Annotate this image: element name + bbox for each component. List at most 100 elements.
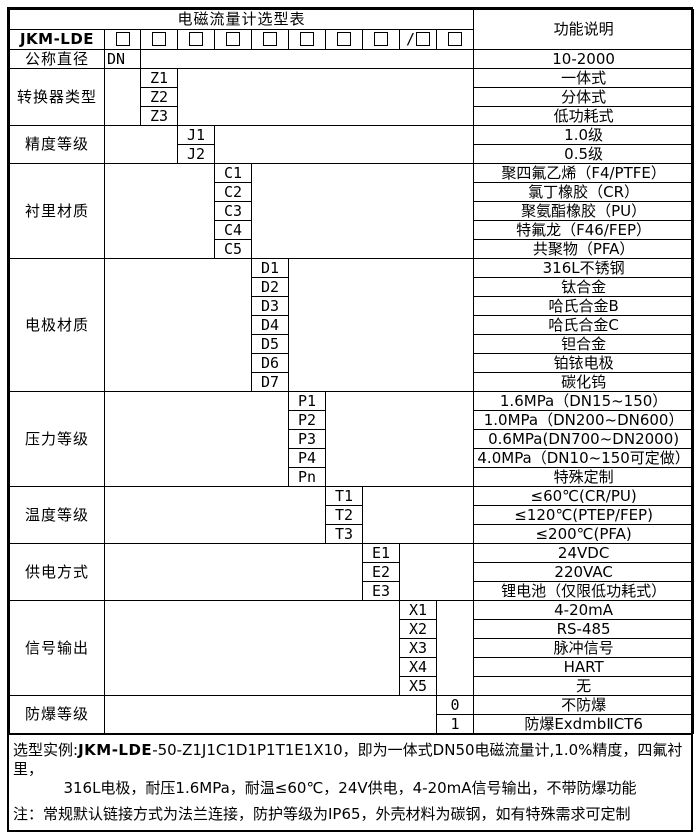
code-cell: C1 [214, 163, 252, 183]
row-accuracy-class-label: 精度等级 [9, 125, 105, 164]
desc-cell: 分体式 [473, 87, 695, 107]
spacer-cell [435, 600, 475, 696]
code-cell: X1 [399, 600, 437, 620]
spacer-cell [250, 163, 475, 259]
code-cell: Z1 [140, 68, 178, 88]
table-title: 电磁流量计选型表 [8, 9, 475, 30]
spacer-cell [104, 163, 215, 259]
spacer-cell [398, 543, 475, 601]
desc-cell: 碳化钨 [473, 372, 695, 392]
desc-cell: 24VDC [473, 543, 695, 563]
code-checkbox-dn[interactable] [115, 32, 130, 47]
desc-cell: 脉冲信号 [473, 638, 695, 658]
spacer-cell [104, 68, 141, 126]
model-prefix: JKM-LDE [9, 29, 105, 50]
checkbox-cell [362, 29, 400, 50]
code-cell: Z3 [140, 106, 178, 126]
spacer-cell [104, 600, 400, 696]
code-cell: P1 [288, 391, 326, 411]
desc-cell: 4-20mA [473, 600, 695, 620]
code-cell: P3 [288, 429, 326, 449]
code-cell: X4 [399, 657, 437, 677]
code-checkbox-explosion[interactable] [448, 32, 463, 47]
selection-example-line2: 316L电极，耐压1.6MPa，耐温≤60℃，24V供电，4-20mA信号输出，… [63, 779, 637, 797]
row-signal-output-label: 信号输出 [9, 600, 105, 696]
code-cell: J2 [177, 144, 215, 164]
code-cell: 0 [435, 695, 475, 715]
row-lining-material-label: 衬里材质 [9, 163, 105, 259]
checkbox-cell [104, 29, 141, 50]
default-config-note: 注：常规默认链接方式为法兰连接，防护等级为IP65，外壳材料为碳钢，如有特殊需求… [13, 805, 631, 823]
code-cell: T1 [325, 486, 363, 506]
desc-cell: 316L不锈钢 [473, 258, 695, 278]
spacer-cell [104, 391, 289, 487]
code-cell: J1 [177, 125, 215, 145]
code-cell: D6 [251, 353, 289, 373]
desc-cell: 铂铱电极 [473, 353, 695, 373]
code-cell: D1 [251, 258, 289, 278]
code-checkbox-signal[interactable] [416, 32, 431, 47]
desc-cell: 哈氏合金B [473, 296, 695, 316]
code-cell: D4 [251, 315, 289, 335]
code-checkbox-electrode[interactable] [263, 32, 277, 47]
checkbox-cell [325, 29, 363, 50]
desc-cell: 0.6MPa(DN700~DN2000) [473, 429, 695, 449]
desc-cell: 0.5级 [473, 144, 695, 164]
checkbox-cell [214, 29, 252, 50]
selection-sheet: 电磁流量计选型表 功能说明 JKM-LDE / 公称直径 DN 10-2000 … [7, 7, 695, 832]
code-cell: E2 [362, 562, 400, 582]
row-nominal-diameter-label: 公称直径 [9, 49, 105, 69]
selection-example-line1: 选型实例:JKM-LDE-50-Z1J1C1D1P1T1E1X10，即为一体式D… [13, 741, 687, 779]
code-cell: D2 [251, 277, 289, 297]
row-electrode-material-label: 电极材质 [9, 258, 105, 392]
desc-cell: 一体式 [473, 68, 695, 88]
desc-cell: 哈氏合金C [473, 315, 695, 335]
code-cell: C2 [214, 182, 252, 202]
desc-cell: ≤120℃(PTEP/FEP) [473, 505, 695, 525]
checkbox-cell [251, 29, 289, 50]
spacer-cell [361, 486, 475, 544]
desc-cell: 不防爆 [473, 695, 695, 715]
desc-cell: 1.0MPa（DN200~DN600） [473, 410, 695, 430]
row-explosion-proof-label: 防爆等级 [9, 695, 105, 734]
spacer-cell [104, 486, 326, 544]
code-cell: D7 [251, 372, 289, 392]
spacer-cell [139, 49, 475, 69]
footer-notes: 选型实例:JKM-LDE-50-Z1J1C1D1P1T1E1X10，即为一体式D… [9, 734, 691, 830]
desc-cell: ≤200℃(PFA) [473, 524, 695, 544]
desc-cell: 防爆ExdmbⅡCT6 [473, 714, 695, 734]
spacer-cell [213, 125, 475, 164]
code-checkbox-accuracy[interactable] [189, 32, 203, 47]
desc-cell: 聚四氟乙烯（F4/PTFE） [473, 163, 695, 183]
code-checkbox-lining[interactable] [226, 32, 240, 47]
desc-cell: 锂电池（仅限低功耗式） [473, 581, 695, 601]
code-cell: DN [104, 49, 141, 69]
code-checkbox-converter[interactable] [152, 32, 166, 47]
selection-table: 电磁流量计选型表 功能说明 JKM-LDE / 公称直径 DN 10-2000 … [8, 9, 695, 734]
checkbox-cell [435, 29, 475, 50]
code-cell: D5 [251, 334, 289, 354]
desc-cell: 共聚物（PFA） [473, 239, 695, 259]
desc-cell: 220VAC [473, 562, 695, 582]
code-checkbox-temperature[interactable] [337, 32, 351, 47]
spacer-cell [104, 695, 437, 734]
code-cell: P4 [288, 448, 326, 468]
checkbox-cell [140, 29, 178, 50]
desc-cell: 聚氨酯橡胶（PU） [473, 201, 695, 221]
code-checkbox-pressure[interactable] [300, 32, 314, 47]
code-checkbox-power[interactable] [374, 32, 388, 47]
code-cell: Z2 [140, 87, 178, 107]
code-cell: 1 [435, 714, 475, 734]
desc-cell: RS-485 [473, 619, 695, 639]
desc-cell: 钛合金 [473, 277, 695, 297]
code-cell: X2 [399, 619, 437, 639]
spacer-cell [324, 391, 475, 487]
row-power-supply-label: 供电方式 [9, 543, 105, 601]
desc-cell: 无 [473, 676, 695, 696]
row-temperature-class-label: 温度等级 [9, 486, 105, 544]
desc-cell: 1.0级 [473, 125, 695, 145]
function-column-header: 功能说明 [473, 9, 695, 50]
desc-cell: ≤60℃(CR/PU) [473, 486, 695, 506]
desc-cell: 4.0MPa（DN10~150可定做） [473, 448, 695, 468]
desc-cell: 钽合金 [473, 334, 695, 354]
